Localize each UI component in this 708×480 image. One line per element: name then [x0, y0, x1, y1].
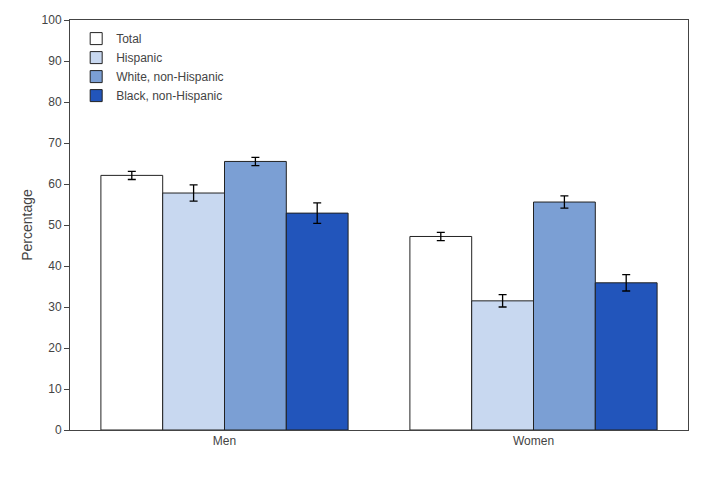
svg-text:0: 0 — [55, 423, 62, 437]
svg-text:10: 10 — [48, 382, 62, 396]
svg-text:Men: Men — [213, 434, 236, 448]
svg-text:30: 30 — [48, 300, 62, 314]
svg-text:60: 60 — [48, 177, 62, 191]
svg-text:White, non-Hispanic: White, non-Hispanic — [116, 70, 223, 84]
svg-text:Women: Women — [513, 434, 554, 448]
svg-text:Percentage: Percentage — [19, 189, 35, 261]
svg-text:20: 20 — [48, 341, 62, 355]
svg-text:Black, non-Hispanic: Black, non-Hispanic — [116, 89, 222, 103]
svg-text:50: 50 — [48, 218, 62, 232]
svg-text:40: 40 — [48, 259, 62, 273]
svg-text:80: 80 — [48, 95, 62, 109]
svg-text:100: 100 — [42, 13, 62, 27]
svg-text:90: 90 — [48, 54, 62, 68]
svg-text:Total: Total — [116, 32, 141, 46]
svg-text:70: 70 — [48, 136, 62, 150]
svg-text:Hispanic: Hispanic — [116, 51, 162, 65]
